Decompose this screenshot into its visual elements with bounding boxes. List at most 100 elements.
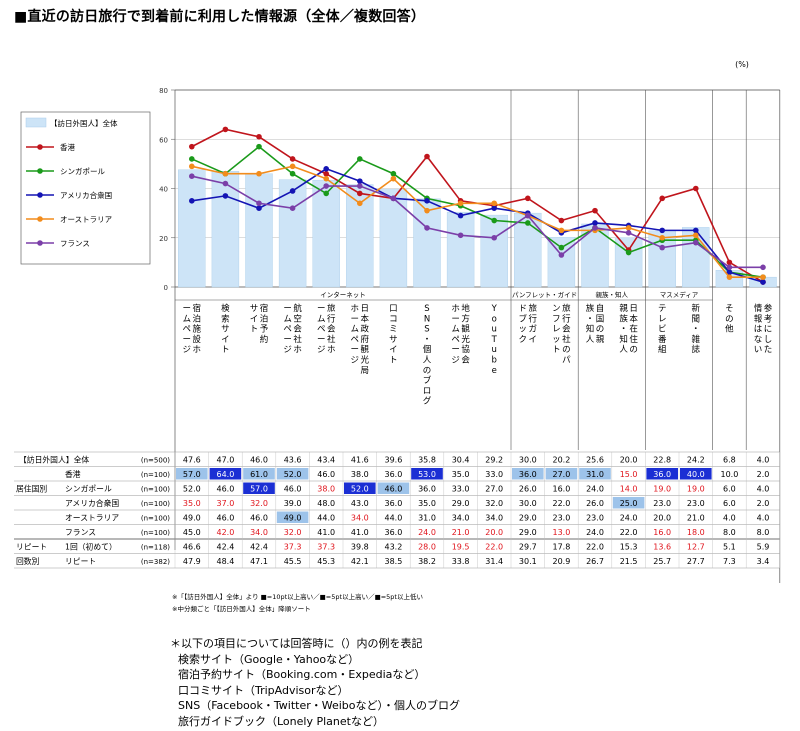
table-cell: 47.6 xyxy=(183,456,201,465)
table-cell: 42.4 xyxy=(216,543,234,552)
table-cell: 8.0 xyxy=(723,528,736,537)
table-cell: 46.0 xyxy=(250,514,268,523)
table-cell: 36.0 xyxy=(384,470,402,479)
table-cell: 48.4 xyxy=(216,557,234,566)
table-cell: 16.0 xyxy=(552,485,570,494)
table-cell: 21.0 xyxy=(452,528,470,537)
table-cell-highlight xyxy=(276,468,309,480)
table-cell: 24.0 xyxy=(586,528,604,537)
data-point xyxy=(558,252,565,258)
table-cell: 8.0 xyxy=(757,528,770,537)
table-cell: 20.0 xyxy=(620,456,638,465)
data-point xyxy=(424,198,430,204)
data-point xyxy=(760,274,766,280)
table-cell-highlight xyxy=(612,497,645,509)
table-cell-highlight xyxy=(411,468,443,480)
data-point xyxy=(256,143,262,150)
data-point xyxy=(592,220,598,226)
table-cell: 13.0 xyxy=(552,528,570,537)
table-cell: 42.0 xyxy=(216,528,234,537)
table-cell-highlight xyxy=(243,482,275,494)
legend-marker xyxy=(37,144,43,150)
table-cell: 4.0 xyxy=(757,485,770,494)
table-cell: 25.6 xyxy=(586,456,604,465)
data-point xyxy=(659,244,665,251)
table-cell: 34.0 xyxy=(250,528,268,537)
category-label: 口コミサイト xyxy=(389,304,398,366)
data-point xyxy=(222,126,229,133)
category-label: 族・知人 xyxy=(586,303,595,345)
data-point xyxy=(323,190,330,197)
data-point xyxy=(323,170,330,177)
table-cell: 26.0 xyxy=(586,499,604,508)
legend-marker xyxy=(37,240,43,246)
table-cell: 48.0 xyxy=(317,499,335,508)
table-cell: 43.2 xyxy=(384,543,402,552)
category-label: 日本在住の xyxy=(629,304,638,355)
data-point xyxy=(491,205,498,211)
data-point xyxy=(726,259,733,266)
legend-label: オーストラリア xyxy=(60,215,112,224)
category-label: 自国の親 xyxy=(596,303,605,345)
table-cell: 12.7 xyxy=(687,543,705,552)
category-label: 検索サイト xyxy=(221,303,230,355)
table-cell: 6.0 xyxy=(723,499,736,508)
group-label: マスメディア xyxy=(660,290,699,299)
data-point xyxy=(760,264,766,271)
table-cell: 22.0 xyxy=(552,499,570,508)
table-cell: 52.0 xyxy=(351,485,369,494)
data-point xyxy=(424,207,430,214)
table-cell: 61.0 xyxy=(250,470,268,479)
unit-label: (%) xyxy=(735,60,749,69)
data-point xyxy=(659,227,665,234)
group-label: インターネット xyxy=(320,290,366,299)
table-cell: 34.0 xyxy=(452,514,470,523)
table-cell: 32.0 xyxy=(485,499,503,508)
table-cell: 23.0 xyxy=(586,514,604,523)
data-point xyxy=(222,193,229,199)
table-cell: 45.3 xyxy=(317,557,335,566)
table-cell: 5.9 xyxy=(757,543,770,552)
data-point xyxy=(760,279,766,285)
table-cell: 15.0 xyxy=(620,470,638,479)
table-cell: 22.0 xyxy=(586,543,604,552)
table-cell: 33.8 xyxy=(452,557,470,566)
table-cell: 31.0 xyxy=(586,470,604,479)
y-tick-label: 20 xyxy=(159,235,168,243)
bar-overall xyxy=(446,211,475,288)
row-n: (n=500) xyxy=(141,457,170,465)
table-cell: 35.8 xyxy=(418,456,436,465)
table-cell: 30.0 xyxy=(519,456,537,465)
table-cell-highlight xyxy=(209,468,242,480)
data-point xyxy=(693,239,699,246)
table-cell: 41.0 xyxy=(317,528,335,537)
row-label: オーストラリア xyxy=(65,514,119,523)
table-cell: 33.0 xyxy=(452,485,470,494)
table-cell: 10.0 xyxy=(720,470,738,479)
table-cell: 30.0 xyxy=(519,499,537,508)
data-point xyxy=(525,195,531,202)
row-n: (n=100) xyxy=(141,515,170,523)
table-cell: 18.0 xyxy=(687,528,705,537)
data-point xyxy=(189,173,195,179)
table-cell: 6.0 xyxy=(723,485,736,494)
table-cell: 34.0 xyxy=(351,514,369,523)
table-cell: 46.0 xyxy=(384,485,402,494)
table-cell: 23.0 xyxy=(552,514,570,523)
data-point xyxy=(189,156,195,162)
table-cell: 20.0 xyxy=(653,514,671,523)
table-cell: 19.0 xyxy=(687,485,705,494)
legend-label: フランス xyxy=(60,239,90,248)
table-cell: 31.0 xyxy=(418,514,436,523)
data-point xyxy=(491,217,498,224)
bar-overall xyxy=(413,198,441,288)
table-cell: 23.0 xyxy=(653,499,671,508)
table-cell: 42.1 xyxy=(351,557,369,566)
category-label: ンフレット xyxy=(552,304,561,355)
data-point xyxy=(323,183,330,189)
table-cell: 46.0 xyxy=(216,485,234,494)
table-cell: 4.0 xyxy=(757,514,770,523)
table-cell: 38.0 xyxy=(351,470,369,479)
bar-overall xyxy=(245,173,273,288)
table-cell: 2.0 xyxy=(757,470,770,479)
